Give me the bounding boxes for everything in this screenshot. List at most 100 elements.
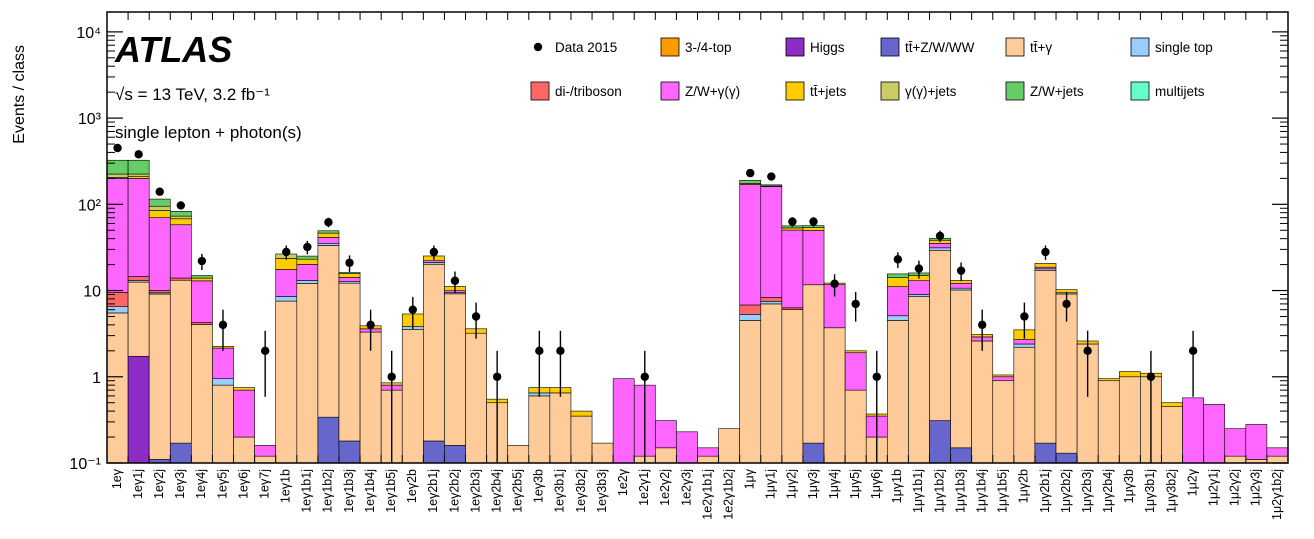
bar-segment	[169, 279, 192, 444]
bar-segment	[317, 232, 340, 238]
bar-segment	[1034, 263, 1057, 268]
bar-segment	[338, 277, 361, 282]
chart-title: ATLAS	[114, 29, 232, 70]
legend-swatch	[1005, 37, 1025, 57]
x-tick-label: 1eγ6j	[236, 469, 250, 499]
bar-segment	[317, 230, 340, 234]
legend-swatch	[530, 81, 550, 101]
x-tick-label: 1μγ1j	[764, 469, 778, 499]
x-tick-label: 1eγ3b2j	[574, 469, 588, 513]
bar-segment	[1097, 378, 1120, 382]
data-point	[767, 172, 776, 181]
bar-segment	[760, 186, 783, 298]
bar-segment	[781, 309, 804, 464]
subtitle: √s = 13 TeV, 3.2 fb⁻¹	[115, 85, 270, 104]
bar-segment	[212, 347, 234, 379]
bar-segment	[127, 281, 150, 357]
x-tick-label: 1eγ2b3j	[468, 469, 482, 513]
bar-segment	[212, 378, 234, 386]
data-point	[197, 256, 207, 266]
legend-swatch	[785, 37, 805, 57]
data-point	[978, 320, 987, 330]
bar-segment	[929, 420, 951, 464]
x-tick-label: 1μγ2j	[785, 469, 799, 499]
x-tick-label: 1e2γ3j	[679, 469, 693, 506]
bar-segment	[781, 227, 804, 231]
bar-segment	[697, 447, 719, 457]
bar-segment	[169, 442, 192, 464]
data-point	[218, 320, 228, 330]
bar-segment	[1161, 402, 1183, 407]
bar-segment	[887, 320, 909, 464]
data-point	[1020, 312, 1029, 321]
data-point	[176, 201, 186, 210]
bar-segment	[1203, 403, 1226, 464]
x-tick-label: 1eγ1b1j	[300, 469, 314, 513]
legend-label: Data 2015	[555, 40, 617, 55]
bar-segment	[1034, 442, 1057, 464]
legend-label: tt̄+γ	[1030, 40, 1052, 55]
x-tick-label: 1μγ3b1j	[1143, 469, 1157, 513]
bar-segment	[275, 258, 298, 270]
bar-segment	[148, 290, 171, 294]
bar-segment	[191, 280, 213, 323]
bar-segment	[212, 384, 234, 464]
data-point	[914, 264, 924, 273]
bar-segment	[739, 304, 762, 315]
x-tick-label: 1eγ1b4j	[363, 469, 377, 513]
legend-label: di-/triboson	[555, 84, 622, 99]
bar-segment	[359, 331, 382, 464]
data-point	[1146, 372, 1156, 381]
data-point	[408, 305, 417, 314]
x-tick-label: 1μγ1b4j	[975, 469, 989, 513]
data-point	[282, 247, 291, 257]
bar-segment	[760, 297, 783, 302]
bar-segment	[296, 255, 319, 260]
x-tick-label: 1μγ2b	[1017, 469, 1031, 503]
x-tick-label: 1eγ3j	[173, 469, 187, 499]
bar-segment	[612, 378, 635, 464]
x-tick-label: 1μγ3b2j	[1164, 469, 1178, 513]
bar-segment	[296, 280, 319, 284]
bar-segment	[992, 374, 1015, 378]
bar-segment	[781, 229, 804, 309]
data-point	[556, 346, 565, 356]
bar-segment	[992, 380, 1015, 464]
bar-segment	[148, 205, 171, 211]
bar-segment	[127, 159, 150, 175]
bar-segment	[275, 300, 298, 464]
x-tick-label: 1e2γ	[616, 468, 630, 496]
legend-label: tt̄+Z/W/WW	[905, 40, 975, 55]
data-point	[113, 143, 122, 153]
x-tick-label: 1μγ1b5j	[996, 469, 1010, 513]
bar-segment	[423, 263, 445, 442]
bar-segment	[1266, 455, 1289, 464]
bar-segment	[401, 329, 424, 464]
bar-segment	[317, 237, 340, 244]
bar-segment	[570, 410, 593, 417]
x-tick-label: 1μγ3b	[1122, 469, 1136, 503]
bar-segment	[844, 389, 867, 464]
data-point	[1083, 346, 1092, 356]
y-tick-label: 1	[92, 370, 101, 387]
legend-label: multijets	[1155, 84, 1205, 99]
bar-segment	[549, 392, 572, 464]
y-tick-label: 10⁻¹	[69, 456, 101, 473]
x-tick-label: 1eγ5j	[215, 469, 229, 499]
data-point	[956, 266, 966, 275]
data-point	[471, 312, 481, 321]
bar-segment	[1034, 270, 1057, 444]
bar-segment	[127, 276, 150, 281]
x-tick-label: 1eγ1b2j	[321, 469, 335, 513]
bar-segment	[676, 431, 698, 464]
bar-segment	[1097, 380, 1120, 464]
bar-segment	[169, 211, 192, 217]
bar-segment	[191, 275, 213, 279]
data-point	[345, 258, 354, 267]
bar-segment	[739, 320, 762, 464]
data-point	[1188, 346, 1198, 356]
x-tick-label: 1e2γ1j	[637, 469, 651, 506]
x-tick-label: 1eγ3b1j	[553, 469, 567, 513]
bar-segment	[106, 159, 129, 175]
